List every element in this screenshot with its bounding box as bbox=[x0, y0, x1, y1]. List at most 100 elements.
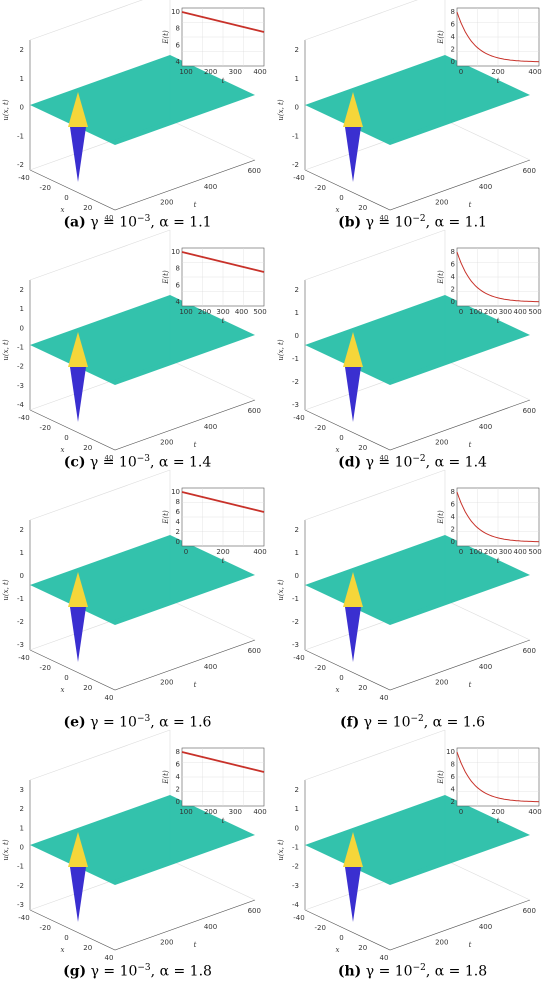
z-tick: 2 bbox=[295, 46, 299, 54]
t-tick: 400 bbox=[204, 423, 217, 431]
inset-x-tick: 0 bbox=[459, 308, 463, 316]
surface-plot: 210-1-2-3-4u(x, t)-40-2002040x200400600t… bbox=[2, 229, 267, 462]
surface-plot: 210-1-2u(x, t)-40-2002040x200400600t8642… bbox=[277, 0, 542, 222]
t-tick: 400 bbox=[479, 423, 492, 431]
caption-gamma: γ = 10 bbox=[361, 214, 413, 231]
x-tick: 0 bbox=[339, 934, 343, 942]
caption-alpha: , α = 1.6 bbox=[423, 714, 486, 731]
x-tick: -40 bbox=[293, 414, 304, 422]
z-tick: -4 bbox=[17, 401, 25, 409]
t-tick: 600 bbox=[248, 647, 261, 655]
inset-x-tick: 400 bbox=[253, 68, 266, 76]
x-axis-label: x bbox=[61, 206, 65, 214]
z-tick: 1 bbox=[295, 309, 299, 317]
inset-y-tick: 10 bbox=[171, 8, 180, 16]
caption-label: (a) bbox=[63, 214, 86, 231]
surface-peak bbox=[68, 832, 88, 867]
caption-gamma: γ = 10 bbox=[85, 714, 137, 731]
inset-y-label: E(t) bbox=[162, 30, 170, 45]
inset-x-tick: 500 bbox=[253, 308, 266, 316]
inset-x-tick: 400 bbox=[253, 548, 266, 556]
t-tick: 600 bbox=[248, 407, 261, 415]
x-tick: -20 bbox=[315, 664, 326, 672]
x-tick: 40 bbox=[380, 954, 389, 962]
t-tick: 200 bbox=[435, 198, 448, 206]
inset-y-tick: 6 bbox=[451, 21, 456, 29]
inset-y-label: E(t) bbox=[437, 770, 445, 785]
z-tick: -1 bbox=[17, 595, 24, 603]
inset-x-tick: 500 bbox=[528, 308, 541, 316]
t-tick: 200 bbox=[435, 438, 448, 446]
z-tick: 0 bbox=[295, 572, 299, 580]
inset-y-tick: 6 bbox=[451, 501, 456, 509]
x-tick: 40 bbox=[105, 454, 114, 462]
surface-trough bbox=[70, 127, 86, 182]
inset-x-tick: 100 bbox=[179, 68, 192, 76]
z-axis-label: u(x, t) bbox=[277, 579, 285, 600]
t-tick: 400 bbox=[204, 663, 217, 671]
panel-e: 2 1 0 -1 -2 -3 u(x, t) -40 -20 0 20 40 x 200 400 600 t 10… bbox=[0, 469, 275, 740]
caption-exponent: −2 bbox=[410, 714, 424, 724]
inset-x-tick: 0 bbox=[459, 808, 463, 816]
caption-gamma: γ = 10 bbox=[359, 714, 411, 731]
panel-c: 2 1 0 -1 -2 -3 -4 u(x, t) -40 -20 0 20 40 x 200 400 600 t… bbox=[0, 229, 275, 480]
z-tick: -2 bbox=[292, 618, 299, 626]
x-tick: -20 bbox=[40, 924, 51, 932]
x-tick: 40 bbox=[105, 694, 114, 702]
inset-y-tick: 4 bbox=[451, 513, 456, 521]
z-tick: -2 bbox=[292, 161, 299, 169]
t-tick: 200 bbox=[160, 938, 173, 946]
x-tick: 0 bbox=[64, 194, 68, 202]
x-tick: 40 bbox=[105, 214, 114, 222]
z-tick: 0 bbox=[295, 332, 299, 340]
inset-x-tick: 200 bbox=[484, 308, 497, 316]
z-tick: 1 bbox=[20, 305, 24, 313]
x-tick: 0 bbox=[64, 434, 68, 442]
surface-peak bbox=[343, 572, 363, 607]
x-axis-label: x bbox=[61, 446, 65, 454]
z-tick: 0 bbox=[20, 844, 24, 852]
caption-alpha: , α = 1.4 bbox=[425, 454, 487, 471]
z-axis-label: u(x, t) bbox=[2, 839, 10, 860]
x-tick: -40 bbox=[293, 654, 304, 662]
x-axis-label: x bbox=[336, 686, 340, 694]
inset-x-tick: 200 bbox=[216, 548, 229, 556]
inset-x-label: t bbox=[497, 77, 500, 85]
inset-y-tick: 0 bbox=[451, 298, 455, 306]
panel-g: 3 2 1 0 -1 -2 -3 u(x, t) -40 -20 0 20 40 x 200 400 600 t 8… bbox=[0, 729, 275, 989]
panel-h: 2 1 0 -1 -2 -3 -4 u(x, t) -40 -20 0 20 40 x 200 400 600 t… bbox=[275, 729, 550, 989]
caption-alpha: , α = 1.8 bbox=[150, 963, 212, 980]
t-tick: 400 bbox=[479, 923, 492, 931]
panel-caption: (h) γ = 10−2, α = 1.8 bbox=[275, 963, 550, 980]
inset-x-tick: 300 bbox=[499, 308, 512, 316]
t-axis-label: t bbox=[469, 941, 472, 949]
inset-x-label: t bbox=[497, 817, 500, 825]
inset-y-tick: 2 bbox=[176, 528, 180, 536]
z-tick: -2 bbox=[292, 378, 299, 386]
inset-y-tick: 8 bbox=[176, 25, 180, 33]
x-tick: -20 bbox=[40, 664, 51, 672]
inset-y-tick: 4 bbox=[176, 518, 181, 526]
inset-y-label: E(t) bbox=[162, 510, 170, 525]
z-tick: 3 bbox=[20, 786, 24, 794]
inset-y-tick: 8 bbox=[451, 761, 455, 769]
t-tick: 600 bbox=[523, 407, 536, 415]
surface-peak bbox=[68, 572, 88, 607]
x-tick: 0 bbox=[339, 194, 343, 202]
z-tick: -3 bbox=[17, 641, 24, 649]
z-tick: 1 bbox=[295, 549, 299, 557]
inset-y-tick: 10 bbox=[171, 248, 180, 256]
t-axis-label: t bbox=[194, 941, 197, 949]
caption-label: (g) bbox=[63, 963, 87, 980]
z-tick: -2 bbox=[292, 863, 299, 871]
surface-plot: 210-1-2-3-4u(x, t)-40-2002040x200400600t… bbox=[277, 729, 542, 962]
caption-label: (d) bbox=[338, 454, 362, 471]
energy-curve bbox=[456, 751, 540, 803]
surface-plot: 210-1-2-3u(x, t)-40-2002040x200400600t86… bbox=[277, 229, 542, 462]
energy-curve bbox=[181, 491, 265, 513]
surface-peak bbox=[343, 332, 363, 367]
t-axis-label: t bbox=[194, 681, 197, 689]
inset-x-label: t bbox=[497, 557, 500, 565]
z-tick: 1 bbox=[295, 75, 299, 83]
inset-y-tick: 2 bbox=[451, 286, 455, 294]
